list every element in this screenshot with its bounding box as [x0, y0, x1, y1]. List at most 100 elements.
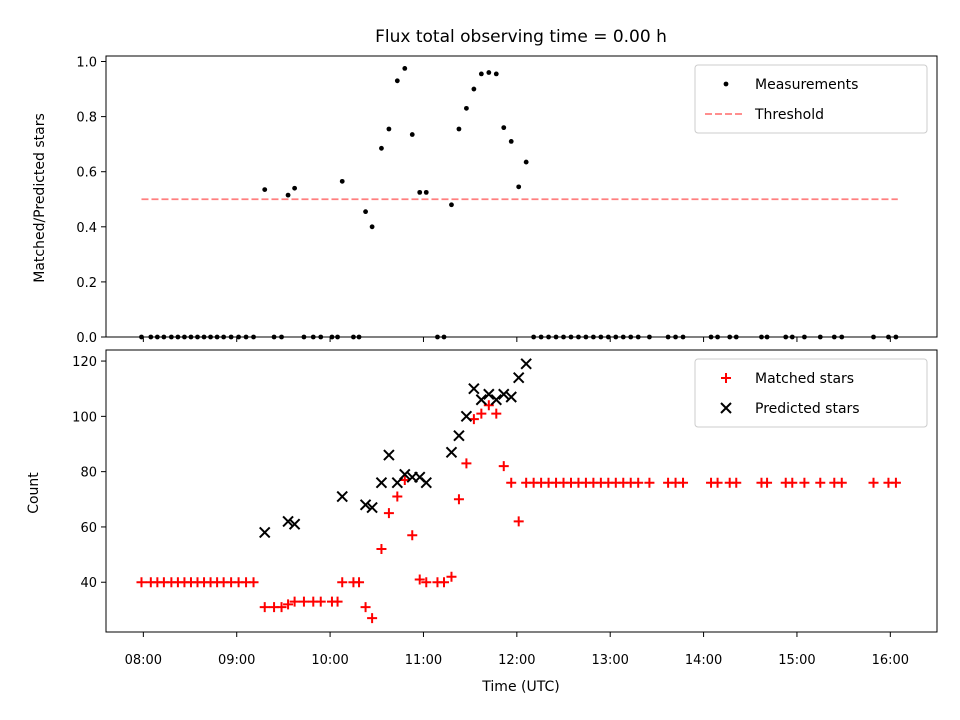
series-predicted-stars: [259, 358, 532, 539]
data-point: [665, 334, 671, 340]
data-point: [298, 596, 309, 607]
panel-frame: [105, 55, 938, 338]
data-point: [248, 577, 259, 588]
data-point: [271, 334, 277, 340]
data-point: [871, 334, 876, 340]
data-point: [471, 86, 477, 92]
data-point: [613, 334, 619, 340]
data-point: [513, 516, 524, 527]
data-point: [605, 334, 611, 340]
data-point: [175, 334, 181, 340]
data-point: [620, 334, 626, 340]
data-point: [386, 126, 392, 132]
legend-label: Measurements: [755, 77, 858, 93]
data-point: [538, 334, 544, 340]
data-point: [576, 334, 581, 340]
data-point: [893, 334, 899, 340]
legend-frame: [694, 64, 928, 134]
data-point: [453, 429, 465, 442]
data-point: [139, 334, 144, 340]
data-point: [590, 334, 596, 340]
data-point: [367, 613, 378, 624]
data-point: [259, 602, 270, 613]
data-point: [439, 577, 450, 588]
data-point: [491, 408, 502, 419]
y-tick-label: 40: [80, 576, 97, 591]
data-point: [276, 602, 287, 613]
data-point: [715, 334, 720, 340]
data-point: [310, 334, 316, 340]
data-point: [399, 468, 411, 481]
data-point: [161, 334, 167, 340]
data-point: [531, 334, 537, 340]
data-point: [148, 334, 154, 340]
data-point: [493, 71, 499, 77]
data-point: [476, 408, 487, 419]
data-point: [647, 334, 652, 340]
data-point: [360, 602, 371, 613]
y-tick-label: 120: [72, 355, 97, 370]
data-point: [195, 334, 200, 340]
legend-frame: [694, 358, 928, 428]
data-point: [292, 185, 298, 191]
data-point: [420, 476, 432, 489]
data-point: [359, 499, 372, 511]
data-point: [336, 490, 348, 503]
bottom-panel: 40 60 80 100 120 Matched stars Predicted stars: [72, 349, 938, 637]
top-y-axis-label: Matched/Predicted stars: [32, 113, 48, 283]
legend-marker: [721, 373, 731, 383]
data-point: [289, 596, 300, 607]
data-point: [787, 477, 798, 488]
data-point: [764, 334, 770, 340]
data-point: [363, 209, 368, 215]
data-point: [228, 334, 234, 340]
data-point: [520, 358, 532, 370]
data-point: [356, 334, 362, 340]
data-point: [868, 477, 879, 488]
y-tick-label: 1.0: [76, 56, 97, 71]
data-point: [435, 334, 440, 340]
data-point: [136, 577, 147, 588]
data-point: [335, 334, 340, 340]
data-point: [799, 477, 810, 488]
data-point: [282, 515, 294, 528]
data-point: [402, 65, 408, 71]
data-point: [583, 334, 589, 340]
x-tick-label: 11:00: [405, 653, 442, 668]
data-point: [214, 334, 220, 340]
data-point: [421, 577, 432, 588]
data-point: [259, 526, 271, 539]
panel-frame: [105, 349, 938, 633]
data-point: [759, 334, 764, 340]
x-tick-label: 14:00: [685, 653, 722, 668]
y-tick-label: 80: [80, 466, 97, 481]
data-point: [598, 334, 604, 340]
chart-title: Flux total observing time = 0.00 h: [375, 27, 667, 47]
bottom-y-axis-label: Count: [26, 472, 42, 514]
data-point: [283, 599, 294, 610]
y-tick-label: 60: [80, 521, 97, 536]
data-point: [383, 449, 395, 461]
data-point: [188, 334, 194, 340]
data-point: [508, 139, 514, 144]
data-point: [731, 477, 742, 488]
data-point: [409, 132, 415, 137]
data-point: [628, 334, 634, 340]
data-point: [483, 400, 494, 411]
legend-label: Threshold: [754, 107, 824, 123]
data-point: [817, 334, 823, 340]
data-point: [337, 577, 348, 588]
x-tick-label: 08:00: [125, 653, 162, 668]
data-point: [516, 184, 522, 190]
legend-marker: [720, 402, 732, 414]
data-point: [236, 334, 241, 340]
data-point: [568, 334, 574, 340]
data-point: [789, 334, 795, 340]
data-point: [339, 178, 345, 184]
data-point: [332, 596, 343, 607]
data-point: [486, 70, 492, 75]
data-point: [318, 334, 324, 340]
legend-marker: [723, 81, 729, 87]
y-tick-label: 0.2: [76, 276, 97, 291]
